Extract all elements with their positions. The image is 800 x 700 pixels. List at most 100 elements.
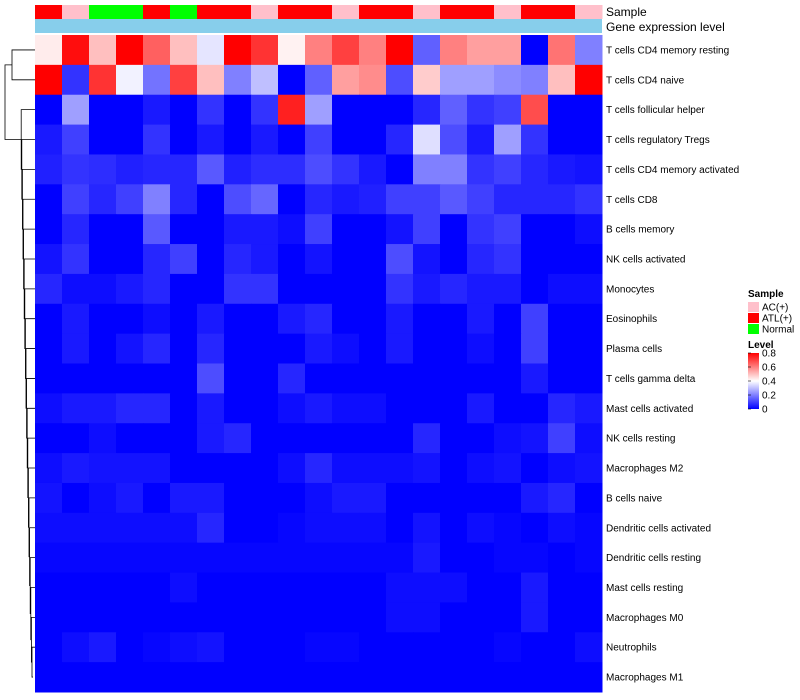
heatmap-cell [440, 35, 468, 66]
heatmap-cell [224, 94, 252, 126]
heatmap-cell [548, 35, 576, 66]
sample-annotation-label: Sample [606, 5, 647, 19]
heatmap-cell [494, 602, 522, 633]
heatmap-cell [35, 572, 63, 603]
heatmap-cell [305, 333, 333, 364]
heatmap-cell [62, 662, 90, 693]
heatmap-cell [521, 453, 549, 484]
sample-annotation-cell [332, 5, 360, 19]
heatmap-cell [332, 572, 360, 603]
heatmap-cell [89, 393, 117, 424]
heatmap-cell [386, 35, 414, 66]
heatmap-cell [197, 94, 225, 126]
heatmap-cell [494, 303, 522, 335]
row-label: Dendritic cells activated [606, 523, 711, 534]
heatmap-cell [197, 363, 225, 394]
heatmap-cell [278, 94, 306, 126]
legend-level-tick-label: 0 [762, 405, 768, 416]
heatmap-cell [278, 423, 306, 454]
heatmap-cell [197, 453, 225, 484]
heatmap-cell [62, 214, 90, 245]
heatmap-cell [305, 632, 333, 663]
heatmap-cell [413, 303, 441, 335]
heatmap-cell [197, 244, 225, 275]
heatmap-cell [170, 363, 198, 394]
heatmap-cell [440, 602, 468, 633]
heatmap-cell [548, 244, 576, 275]
heatmap-cell [467, 244, 495, 275]
heatmap-cell [494, 124, 522, 155]
heatmap-cell [251, 572, 279, 603]
heatmap-cell [386, 423, 414, 454]
heatmap-cell [359, 184, 387, 215]
heatmap-cell [413, 512, 441, 544]
heatmap-cell [467, 303, 495, 335]
heatmap-cell [170, 184, 198, 215]
heatmap-cell [575, 453, 603, 484]
heatmap-cell [413, 482, 441, 514]
heatmap-cell [62, 572, 90, 603]
heatmap-cell [548, 393, 576, 424]
heatmap-cell [494, 453, 522, 484]
heatmap-cell [170, 602, 198, 633]
heatmap-cell [278, 214, 306, 245]
heatmap-cell [143, 184, 171, 215]
sample-annotation-cell [359, 5, 387, 19]
heatmap-cell [467, 572, 495, 603]
heatmap-cell [62, 482, 90, 514]
heatmap-cell [89, 363, 117, 394]
row-label: T cells CD4 memory activated [606, 165, 739, 176]
heatmap-cell [251, 333, 279, 364]
row-label: Macrophages M0 [606, 613, 684, 624]
heatmap-cell [332, 423, 360, 454]
heatmap-cell [305, 273, 333, 305]
heatmap-cell [332, 94, 360, 126]
heatmap-cell [35, 273, 63, 305]
heatmap-cell [116, 124, 144, 155]
dendrogram-branch [4, 64, 22, 140]
heatmap-cell [440, 273, 468, 305]
heatmap-cell [116, 35, 144, 66]
heatmap-cell [575, 303, 603, 335]
heatmap-cell [251, 423, 279, 454]
heatmap-cell [143, 393, 171, 424]
heatmap-cell [413, 244, 441, 275]
heatmap-cell [440, 453, 468, 484]
heatmap-cell [251, 214, 279, 245]
heatmap-cell [35, 482, 63, 514]
heatmap-cell [89, 184, 117, 215]
heatmap-cell [278, 602, 306, 633]
heatmap-cell [35, 512, 63, 544]
row-label: T cells regulatory Tregs [606, 135, 710, 146]
heatmap-cell [494, 64, 522, 96]
heatmap-cell [521, 214, 549, 245]
heatmap-cell [494, 512, 522, 544]
heatmap-cell [386, 632, 414, 663]
sample-annotation-cell [575, 5, 603, 19]
heatmap-cell [224, 512, 252, 544]
row-label: NK cells resting [606, 434, 675, 445]
heatmap-cell [521, 244, 549, 275]
heatmap-cell [521, 393, 549, 424]
heatmap-cell [332, 124, 360, 155]
heatmap-cell [170, 662, 198, 693]
heatmap-cell [224, 244, 252, 275]
heatmap-cell [440, 393, 468, 424]
heatmap-cell [305, 94, 333, 126]
heatmap-cell [359, 273, 387, 305]
sample-annotation-cell [62, 5, 90, 19]
heatmap-cell [251, 244, 279, 275]
heatmap-cell [278, 512, 306, 544]
heatmap-cell [62, 244, 90, 275]
legend-sample-title: Sample [748, 289, 784, 300]
heatmap-cell [467, 35, 495, 66]
heatmap-cell [548, 154, 576, 185]
heatmap-cell [548, 124, 576, 155]
heatmap-cell [197, 542, 225, 574]
heatmap-cell [89, 453, 117, 484]
heatmap-cell [305, 572, 333, 603]
sample-annotation-cell [35, 5, 63, 19]
heatmap-cell [359, 94, 387, 126]
heatmap-cell [197, 333, 225, 364]
heatmap-cell [278, 662, 306, 693]
